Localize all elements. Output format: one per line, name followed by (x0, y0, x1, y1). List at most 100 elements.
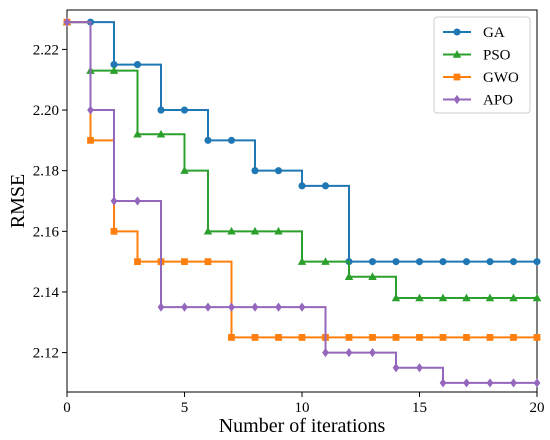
data-point-apo (228, 302, 235, 312)
data-point-gwo (486, 334, 494, 341)
data-point-gwo (204, 258, 212, 266)
data-point-apo (63, 17, 71, 27)
data-point-gwo (510, 334, 517, 341)
data-point-ga (392, 258, 400, 266)
data-point-gwo (87, 136, 94, 144)
y-tick-label: 2.12 (33, 346, 59, 362)
y-tick-label: 2.16 (33, 224, 60, 240)
legend-box (433, 16, 531, 114)
legend-item-apo: APO (443, 93, 513, 109)
data-point-apo (416, 363, 423, 373)
y-tick-label: 2.14 (33, 285, 60, 301)
data-point-pso (203, 226, 213, 235)
data-point-apo (181, 302, 188, 312)
data-point-apo (204, 302, 212, 312)
data-point-gwo (181, 258, 188, 266)
data-point-pso (532, 293, 542, 302)
data-point-gwo (463, 334, 470, 341)
data-point-ga (462, 258, 471, 266)
legend-label-gwo: GWO (483, 70, 519, 86)
data-point-ga (368, 258, 377, 266)
legend-label-pso: PSO (483, 48, 511, 64)
x-tick-label: 10 (295, 400, 310, 416)
y-tick-label: 2.18 (33, 164, 59, 180)
series-gwo (63, 18, 541, 341)
data-point-ga (157, 106, 165, 114)
legend-label-apo: APO (483, 93, 513, 109)
data-point-pso (391, 293, 401, 302)
data-point-apo (298, 302, 306, 312)
data-point-gwo (533, 334, 541, 341)
data-point-apo (439, 378, 447, 388)
data-point-pso (509, 293, 518, 302)
data-point-pso (415, 293, 424, 302)
data-point-apo (110, 196, 118, 206)
data-point-ga (251, 167, 259, 175)
y-tick-label: 2.20 (33, 103, 59, 119)
x-tick-label: 0 (63, 400, 71, 416)
data-point-gwo (251, 334, 259, 341)
data-point-apo (134, 196, 141, 206)
data-point-ga (533, 258, 541, 266)
data-point-gwo (134, 258, 141, 266)
x-tick-label: 20 (530, 400, 545, 416)
x-axis-label: Number of iterations (219, 415, 386, 437)
data-point-gwo (416, 334, 423, 341)
y-tick-label: 2.22 (33, 42, 59, 58)
data-point-pso (274, 226, 283, 235)
data-point-gwo (369, 334, 376, 341)
data-point-apo (463, 378, 470, 388)
data-point-gwo (298, 334, 306, 341)
data-point-ga (133, 61, 142, 69)
legend-marker-apo (453, 94, 461, 105)
data-point-pso (462, 293, 471, 302)
legend-item-gwo: GWO (443, 70, 519, 86)
data-point-ga (509, 258, 518, 266)
data-point-pso (133, 129, 142, 138)
data-point-gwo (439, 334, 447, 341)
data-point-apo (157, 302, 165, 312)
data-point-pso (227, 226, 236, 235)
data-point-pso (156, 129, 166, 138)
data-point-apo (87, 105, 94, 115)
data-point-pso (485, 293, 495, 302)
data-point-pso (344, 272, 354, 281)
legend: GA PSO GWO APO (433, 16, 531, 114)
data-point-ga (486, 258, 494, 266)
data-point-ga (204, 136, 212, 144)
data-point-apo (392, 363, 400, 373)
legend-marker-ga (453, 28, 461, 36)
data-point-pso (321, 257, 330, 265)
data-point-ga (298, 182, 306, 190)
legend-marker-gwo (453, 73, 461, 81)
data-point-ga (439, 258, 447, 266)
data-point-ga (227, 136, 236, 144)
series-line-pso (67, 21, 537, 300)
data-point-apo (322, 347, 329, 358)
data-point-gwo (275, 334, 282, 341)
series-pso (62, 17, 542, 302)
series-apo (63, 17, 541, 388)
data-point-gwo (392, 334, 400, 341)
data-point-ga (321, 182, 330, 190)
legend-marker-pso (452, 50, 462, 58)
data-point-gwo (345, 334, 353, 341)
data-point-apo (369, 347, 376, 358)
data-point-gwo (228, 334, 235, 341)
legend-item-ga: GA (443, 25, 505, 41)
data-point-pso (297, 257, 307, 265)
data-point-ga (415, 258, 424, 266)
data-point-apo (275, 302, 282, 312)
data-point-apo (533, 378, 541, 388)
data-point-pso (368, 272, 377, 281)
x-tick-label: 15 (412, 400, 427, 416)
y-axis-ticks: 2.12 2.14 2.16 2.18 2.20 2.22 (33, 42, 67, 362)
x-tick-label: 5 (181, 400, 189, 416)
data-point-apo (251, 302, 259, 312)
data-point-pso (180, 166, 189, 174)
legend-item-pso: PSO (443, 48, 511, 64)
data-point-apo (510, 378, 517, 388)
x-axis-ticks: 0 5 10 15 20 (63, 392, 545, 416)
